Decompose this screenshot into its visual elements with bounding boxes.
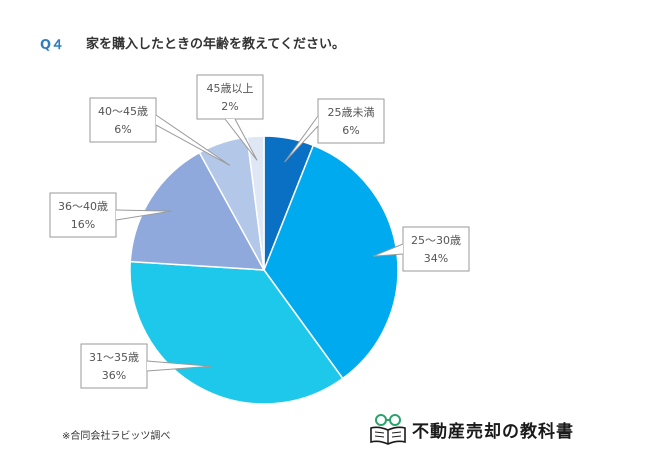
pie-slice-5 (246, 135, 265, 271)
slice-category-label: 31～35歳 (89, 351, 139, 364)
slice-category-label: 40～45歳 (98, 105, 148, 118)
callout-0: 25歳未満 6% (284, 98, 385, 163)
slice-category-label: 36～40歳 (58, 200, 108, 213)
callout-4: 40～45歳 6% (89, 97, 231, 166)
pie-slice-3 (129, 151, 266, 271)
slice-category-label: 45歳以上 (207, 82, 254, 95)
callout-pointer (155, 114, 231, 166)
slice-category-label: 25歳未満 (328, 106, 375, 119)
slice-percent-label: 36% (102, 369, 126, 382)
slice-percent-label: 16% (71, 218, 95, 231)
callout-box (80, 343, 148, 389)
callout-box (402, 226, 470, 272)
logo: 不動産売却の教科書 (368, 413, 574, 445)
slice-category-label: 25～30歳 (411, 234, 461, 247)
callout-pointer (115, 209, 172, 221)
callout-box (49, 192, 117, 238)
question-number: Q４ (40, 38, 65, 53)
callout-box (196, 74, 264, 120)
source-note: ※合同会社ラビッツ調べ (62, 431, 171, 442)
callout-2: 31～35歳 36% (80, 343, 212, 389)
callout-box (89, 97, 157, 143)
slice-percent-label: 6% (342, 124, 359, 137)
book-glasses-icon (370, 414, 406, 445)
callout-box (317, 98, 385, 144)
callout-pointer (372, 243, 404, 257)
slice-percent-label: 6% (114, 123, 131, 136)
callout-3: 36～40歳 16% (49, 192, 172, 238)
callout-pointer (146, 360, 212, 372)
callout-pointer (284, 115, 319, 163)
callout-1: 25～30歳 34% (372, 226, 470, 272)
question-text: 家を購入したときの年齢を教えてください。 (86, 37, 345, 52)
callout-pointer (224, 118, 258, 161)
callout-5: 45歳以上 2% (196, 74, 264, 161)
slice-percent-label: 2% (221, 100, 238, 113)
slice-percent-label: 34% (424, 252, 448, 265)
logo-text: 不動産売却の教科書 (412, 421, 574, 442)
